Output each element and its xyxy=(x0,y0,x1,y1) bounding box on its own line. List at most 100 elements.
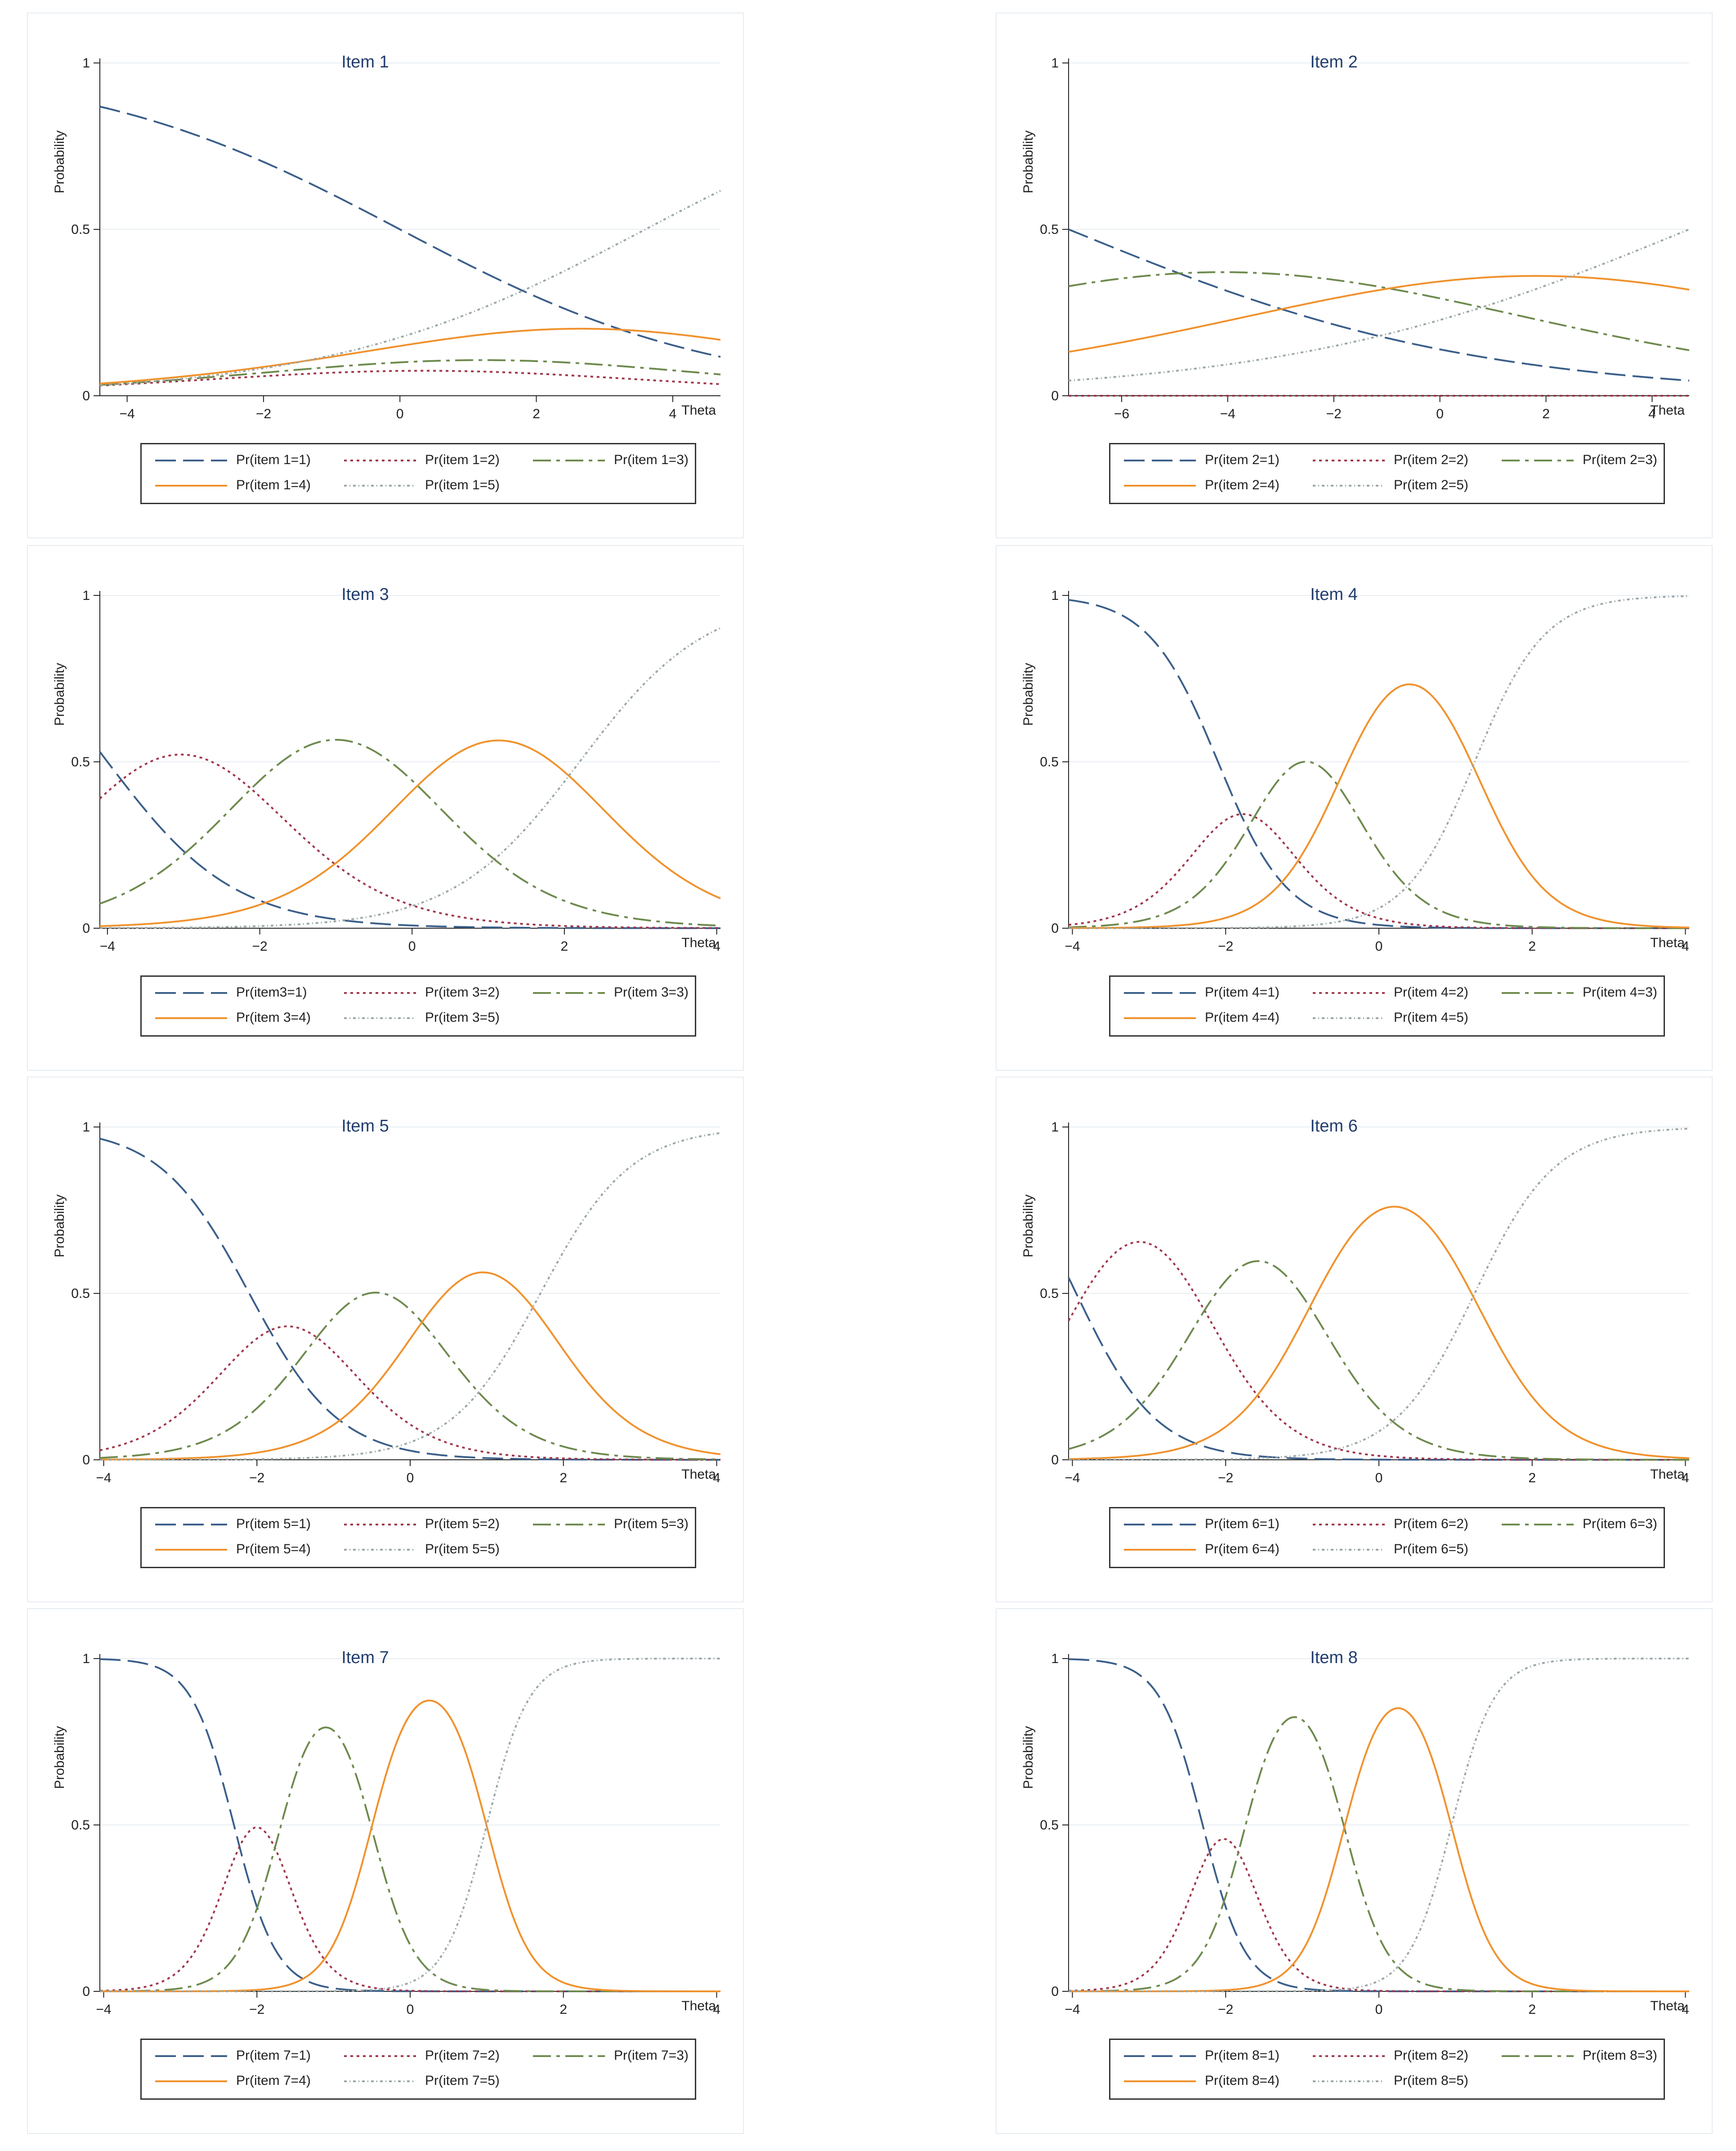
x-axis-label: Theta xyxy=(1650,1467,1685,1482)
chart-panel-item-4: 0 0.5 1 −4 −2 0 2 4 Probability Theta Item 4 Pr(ite… xyxy=(996,545,1713,1071)
legend-entry: Pr(item 2=4) xyxy=(1119,476,1299,498)
series-line-category-1 xyxy=(1068,1277,1689,1461)
legend-entry: Pr(item 5=3) xyxy=(528,1515,708,1537)
series-line-category-5 xyxy=(1069,1658,1689,1992)
legend-label: Pr(item 4=4) xyxy=(1205,1010,1280,1025)
legend-entry: Pr(item 6=5) xyxy=(1308,1540,1488,1562)
y-axis-label: Probability xyxy=(1021,130,1036,193)
legend-label: Pr(item 8=4) xyxy=(1205,2073,1280,2088)
x-axis-label: Theta xyxy=(681,935,716,950)
y-tick-label: 0 xyxy=(82,1453,90,1467)
chart-svg: 0 0.5 1 −4 −2 0 2 4 Probability Theta Item 6 xyxy=(1021,1117,1690,1485)
y-tick-label: 0 xyxy=(1051,921,1059,936)
legend-swatch xyxy=(155,1549,227,1551)
x-tick-label: 4 xyxy=(713,1471,720,1485)
x-tick-label: 0 xyxy=(407,2002,414,2017)
x-tick-label: −4 xyxy=(1065,2002,1080,2017)
y-axis-label: Probability xyxy=(1021,1194,1036,1257)
y-axis-label: Probability xyxy=(52,663,67,726)
chart-panel-item-7: 0 0.5 1 −4 −2 0 2 4 Probability Theta Item 7 Pr(ite… xyxy=(27,1608,744,2134)
x-tick-label: 0 xyxy=(1375,1471,1383,1485)
legend-entry: Pr(item 8=3) xyxy=(1497,2046,1677,2069)
chart-title: Item 7 xyxy=(341,1648,389,1667)
x-tick-label: 4 xyxy=(1648,407,1656,421)
y-tick-label: 0 xyxy=(82,389,90,403)
y-tick-label: 1 xyxy=(1051,1120,1059,1135)
chart-title: Item 6 xyxy=(1310,1117,1358,1136)
x-axis-label: Theta xyxy=(1650,935,1685,950)
series-line-category-1 xyxy=(99,1137,720,1461)
y-tick-label: 0 xyxy=(1051,1984,1059,1999)
x-tick-label: −2 xyxy=(1218,939,1233,954)
legend-swatch xyxy=(1313,1549,1385,1551)
x-axis-label: Theta xyxy=(681,403,716,418)
legend-entry: Pr(item 5=2) xyxy=(340,1515,519,1537)
legend-entry: Pr(item 7=4) xyxy=(151,2071,331,2094)
legend-label: Pr(item 2=5) xyxy=(1394,478,1468,492)
x-tick-label: 0 xyxy=(408,939,416,954)
legend-swatch xyxy=(533,460,605,461)
y-tick-label: 0.5 xyxy=(71,755,90,769)
series-line-category-1 xyxy=(1068,228,1690,382)
x-tick-label: −2 xyxy=(249,2002,264,2017)
legend-entry: Pr(item 2=5) xyxy=(1308,476,1488,498)
legend-entry: Pr(item 3=5) xyxy=(340,1008,519,1031)
legend-swatch xyxy=(1124,2055,1196,2057)
legend-entry: Pr(item 4=3) xyxy=(1497,983,1677,1006)
x-tick-label: −2 xyxy=(252,939,267,954)
series-line-category-1 xyxy=(99,751,720,929)
x-axis-label: Theta xyxy=(681,1999,716,2013)
legend-label: Pr(item 8=2) xyxy=(1394,2048,1468,2063)
y-tick-label: 0 xyxy=(1051,1453,1059,1467)
legend-entry: Pr(item 3=3) xyxy=(528,983,708,1006)
legend-entry: Pr(item 6=2) xyxy=(1308,1515,1488,1537)
legend-swatch xyxy=(1124,1549,1196,1551)
legend-swatch xyxy=(1124,1524,1196,1525)
x-tick-label: −6 xyxy=(1114,407,1129,421)
legend-entry: Pr(item 2=2) xyxy=(1308,451,1488,473)
legend-entry: Pr(item 8=2) xyxy=(1308,2046,1488,2069)
x-tick-label: −2 xyxy=(249,1471,264,1485)
legend-label: Pr(item 5=5) xyxy=(425,1542,500,1556)
legend-entry: Pr(item 1=3) xyxy=(528,451,708,473)
legend: Pr(item 2=1) Pr(item 2=2) Pr(item 2=3) Pr(i… xyxy=(1109,443,1665,504)
x-tick-label: −2 xyxy=(1218,2002,1233,2017)
series-line-category-4 xyxy=(1068,275,1690,353)
series-line-category-2 xyxy=(1068,813,1689,929)
x-tick-label: 2 xyxy=(559,1471,567,1485)
legend-swatch xyxy=(533,1524,605,1525)
legend-entry: Pr(item 2=1) xyxy=(1119,451,1299,473)
series-line-category-3 xyxy=(1068,1260,1689,1461)
series-line-category-2 xyxy=(1068,1838,1689,1992)
chart-svg: 0 0.5 1 −6 −4 −2 0 2 4 Probability Theta Item 2 xyxy=(1021,53,1690,421)
series-line-category-4 xyxy=(100,1699,720,1992)
chart-title: Item 2 xyxy=(1310,53,1358,72)
series-line-category-5 xyxy=(1068,228,1690,382)
legend-entry: Pr(item 3=2) xyxy=(340,983,519,1006)
legend-swatch xyxy=(155,992,227,994)
legend-entry: Pr(item 2=3) xyxy=(1497,451,1677,473)
y-tick-label: 0.5 xyxy=(71,1818,90,1833)
legend-entry: Pr(item 1=1) xyxy=(151,451,331,473)
x-axis-label: Theta xyxy=(681,1467,716,1482)
chart-panel-item-1: 0 0.5 1 −4 −2 0 2 4 Probability Theta Item 1 Pr(ite… xyxy=(27,13,744,538)
y-tick-label: 1 xyxy=(82,56,90,71)
x-tick-label: −4 xyxy=(1065,939,1080,954)
legend-label: Pr(item 2=3) xyxy=(1583,452,1657,467)
legend-label: Pr(item3=1) xyxy=(236,985,307,1000)
legend-swatch xyxy=(155,2055,227,2057)
legend-swatch xyxy=(1124,992,1196,994)
legend-entry: Pr(item 8=5) xyxy=(1308,2071,1488,2094)
x-tick-label: −2 xyxy=(1218,1471,1233,1485)
legend-label: Pr(item 7=2) xyxy=(425,2048,500,2063)
series-line-category-1 xyxy=(99,106,721,358)
x-tick-label: 2 xyxy=(1528,1471,1536,1485)
legend: Pr(item 8=1) Pr(item 8=2) Pr(item 8=3) Pr(i… xyxy=(1109,2039,1665,2100)
series-line-category-2 xyxy=(99,753,721,929)
x-tick-label: 4 xyxy=(713,939,720,954)
legend-label: Pr(item 1=5) xyxy=(425,478,500,492)
chart-svg: 0 0.5 1 −4 −2 0 2 4 Probability Theta Item 4 xyxy=(1021,585,1690,954)
y-tick-label: 0.5 xyxy=(1040,755,1059,769)
x-axis-label: Theta xyxy=(1650,1999,1685,2013)
legend-entry: Pr(item 3=4) xyxy=(151,1008,331,1031)
